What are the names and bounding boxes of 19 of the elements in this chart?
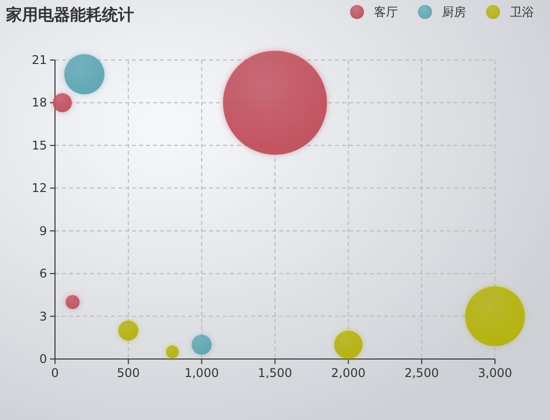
x-tick-label: 500: [116, 366, 140, 380]
y-tick-label: 18: [32, 96, 47, 110]
y-tick-label: 12: [32, 181, 47, 196]
x-tick-label: 1,000: [184, 366, 219, 380]
y-tick-label: 6: [39, 266, 47, 281]
y-tick-label: 21: [32, 53, 47, 67]
legend-label: 客厅: [374, 5, 398, 19]
y-tick-label: 9: [39, 224, 47, 238]
chart-title: 家用电器能耗统计: [5, 5, 134, 24]
x-tick-label: 1,500: [258, 366, 292, 380]
y-tick-label: 0: [39, 352, 47, 366]
x-tick-label: 3,000: [478, 366, 512, 380]
legend-label: 厨房: [442, 5, 466, 19]
y-tick-label: 15: [32, 138, 47, 152]
y-tick-label: 3: [39, 309, 47, 324]
x-tick-label: 0: [51, 366, 59, 380]
x-tick-label: 2,500: [404, 366, 439, 380]
legend-label: 卫浴: [510, 5, 534, 19]
x-tick-label: 2,000: [331, 366, 366, 380]
